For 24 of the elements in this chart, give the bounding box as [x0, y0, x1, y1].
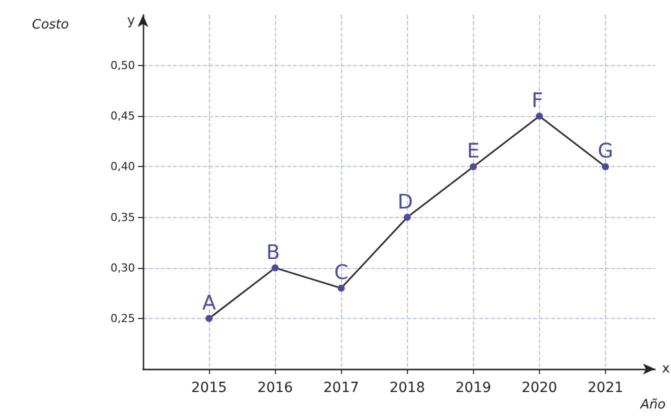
- y-tick-label: 0,50: [110, 59, 135, 72]
- x-tick-label: 2017: [323, 380, 360, 396]
- x-tick-label: 2019: [456, 380, 492, 396]
- annotation: B: [266, 240, 280, 264]
- annotation: D: [398, 189, 413, 214]
- annotation: G: [598, 138, 614, 163]
- y-tick-label: 0,30: [110, 261, 135, 274]
- annotation: A: [202, 290, 216, 314]
- x-tick-label: 2021: [588, 380, 624, 396]
- y-tick-label: 0,25: [110, 312, 135, 325]
- x-tick-label: 2018: [389, 380, 426, 396]
- text: y: [127, 14, 136, 28]
- x-axis-title: Año: [639, 398, 666, 412]
- annotation: F: [532, 88, 544, 112]
- x-tick-label: 2016: [257, 380, 294, 396]
- y-tick-label: 0,45: [110, 110, 135, 123]
- text: x: [662, 362, 670, 376]
- y-tick-label: 0,35: [110, 210, 135, 224]
- y-axis-title: Costo: [32, 18, 69, 32]
- annotation: C: [334, 260, 348, 284]
- x-tick-label: 2015: [191, 380, 227, 396]
- annotation: E: [467, 138, 480, 163]
- y-tick-label: 0,40: [110, 160, 135, 174]
- x-tick-label: 2020: [522, 380, 558, 396]
